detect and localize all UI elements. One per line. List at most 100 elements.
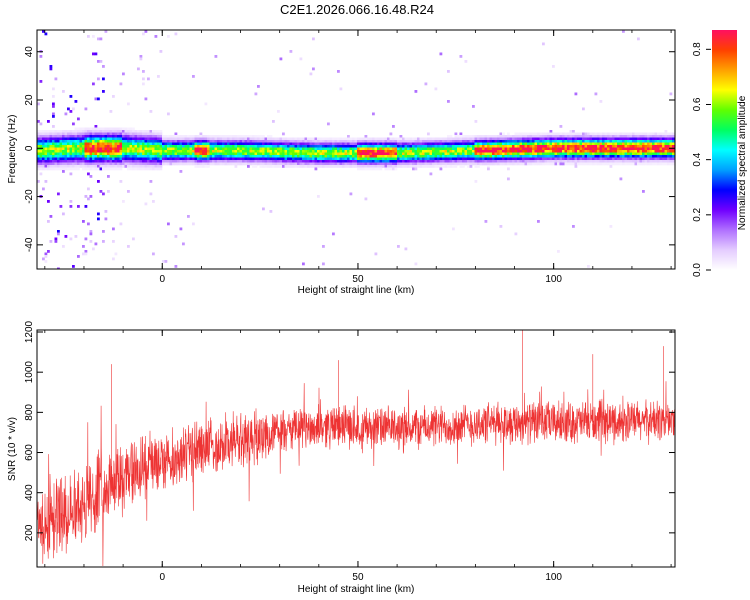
heatmap-cell	[382, 152, 385, 156]
heatmap-cell	[259, 155, 263, 158]
heatmap-cell	[392, 145, 395, 148]
heatmap-cell	[529, 132, 533, 136]
heatmap-cell	[394, 160, 398, 163]
heatmap-cell	[469, 155, 473, 158]
heatmap-cell	[314, 167, 318, 171]
heatmap-cell	[49, 140, 53, 143]
heatmap-cell	[649, 137, 653, 141]
heatmap-cell	[397, 145, 400, 148]
heatmap-cell	[177, 135, 180, 138]
heatmap-cell	[442, 165, 445, 168]
heatmap-cell	[127, 165, 130, 168]
heatmap-cell	[554, 145, 558, 148]
heatmap-cell	[172, 140, 175, 143]
heatmap-cell	[672, 135, 675, 138]
heatmap-cell	[99, 165, 103, 168]
heatmap-cell	[599, 100, 603, 103]
heatmap-cell	[557, 142, 560, 146]
heatmap-cell	[357, 162, 360, 166]
heatmap-cell	[87, 147, 90, 151]
heatmap-cell	[332, 150, 335, 153]
heatmap-cell	[82, 127, 85, 131]
heatmap-cell	[309, 150, 313, 153]
heatmap-cell	[309, 72, 313, 76]
heatmap-cell	[379, 137, 383, 141]
heatmap-cell	[532, 160, 535, 163]
heatmap-cell	[274, 140, 278, 143]
heatmap-cell	[587, 150, 590, 153]
heatmap-cell	[172, 147, 175, 151]
heatmap-cell	[117, 157, 120, 161]
heatmap-cell	[672, 132, 675, 136]
heatmap-cell	[199, 135, 203, 138]
heatmap-cell	[77, 147, 80, 151]
heatmap-cell	[192, 142, 195, 146]
heatmap-cell	[412, 145, 415, 148]
heatmap-cell	[519, 137, 523, 141]
heatmap-cell	[172, 157, 175, 161]
heatmap-cell	[234, 157, 238, 161]
heatmap-cell	[402, 157, 405, 161]
heatmap-cell	[639, 140, 643, 143]
heatmap-cell	[157, 137, 160, 141]
heatmap-cell	[154, 135, 158, 138]
heatmap-cell	[104, 167, 108, 171]
heatmap-cell	[92, 165, 95, 168]
heatmap-cell	[542, 155, 545, 158]
heatmap-cell	[584, 152, 588, 156]
heatmap-cell	[619, 157, 623, 161]
heatmap-cell	[159, 155, 163, 158]
heatmap-cell	[517, 137, 520, 141]
heatmap-cell	[197, 145, 200, 148]
heatmap-cell	[234, 150, 238, 153]
heatmap-cell	[384, 142, 388, 146]
heatmap-cell	[409, 155, 413, 158]
heatmap-cell	[507, 167, 510, 171]
heatmap-cell	[419, 137, 423, 141]
heatmap-cell	[382, 137, 385, 141]
heatmap-cell	[152, 162, 155, 166]
heatmap-cell	[199, 155, 203, 158]
heatmap-cell	[147, 135, 150, 138]
heatmap-cell	[229, 155, 233, 158]
heatmap-cell	[272, 147, 275, 151]
heatmap-cell	[354, 160, 358, 163]
heatmap-cell	[564, 137, 568, 141]
heatmap-cell	[154, 142, 158, 146]
heatmap-cell	[422, 145, 425, 148]
heatmap-cell	[172, 152, 175, 156]
heatmap-cell	[422, 157, 425, 161]
heatmap-cell	[492, 147, 495, 151]
heatmap-cell	[272, 155, 275, 158]
heatmap-cell	[54, 137, 58, 141]
heatmap-cell	[664, 137, 668, 141]
heatmap-cell	[379, 157, 383, 161]
heatmap-cell	[497, 145, 500, 148]
heatmap-cell	[424, 152, 428, 156]
heatmap-cell	[109, 135, 113, 138]
heatmap-cell	[504, 145, 508, 148]
heatmap-cell	[107, 157, 110, 161]
heatmap-cell	[327, 162, 330, 166]
heatmap-cell	[92, 155, 95, 158]
heatmap-cell	[487, 142, 490, 146]
heatmap-cell	[389, 155, 393, 158]
heatmap-cell	[64, 165, 68, 168]
heatmap-cell	[239, 152, 243, 156]
heatmap-cell	[87, 167, 90, 171]
heatmap-cell	[574, 137, 578, 141]
heatmap-cell	[144, 130, 148, 133]
heatmap-cell	[257, 155, 260, 158]
heatmap-cell	[412, 160, 415, 163]
heatmap-cell	[69, 130, 73, 133]
heatmap-cell	[394, 147, 398, 151]
heatmap-cell	[74, 235, 78, 238]
heatmap-cell	[107, 167, 110, 171]
heatmap-cell	[262, 162, 265, 166]
heatmap-cell	[454, 150, 458, 153]
heatmap-cell	[147, 152, 150, 156]
heatmap-cell	[364, 160, 368, 163]
heatmap-cell	[614, 155, 618, 158]
heatmap-cell	[237, 160, 240, 163]
heatmap-cell	[497, 155, 500, 158]
